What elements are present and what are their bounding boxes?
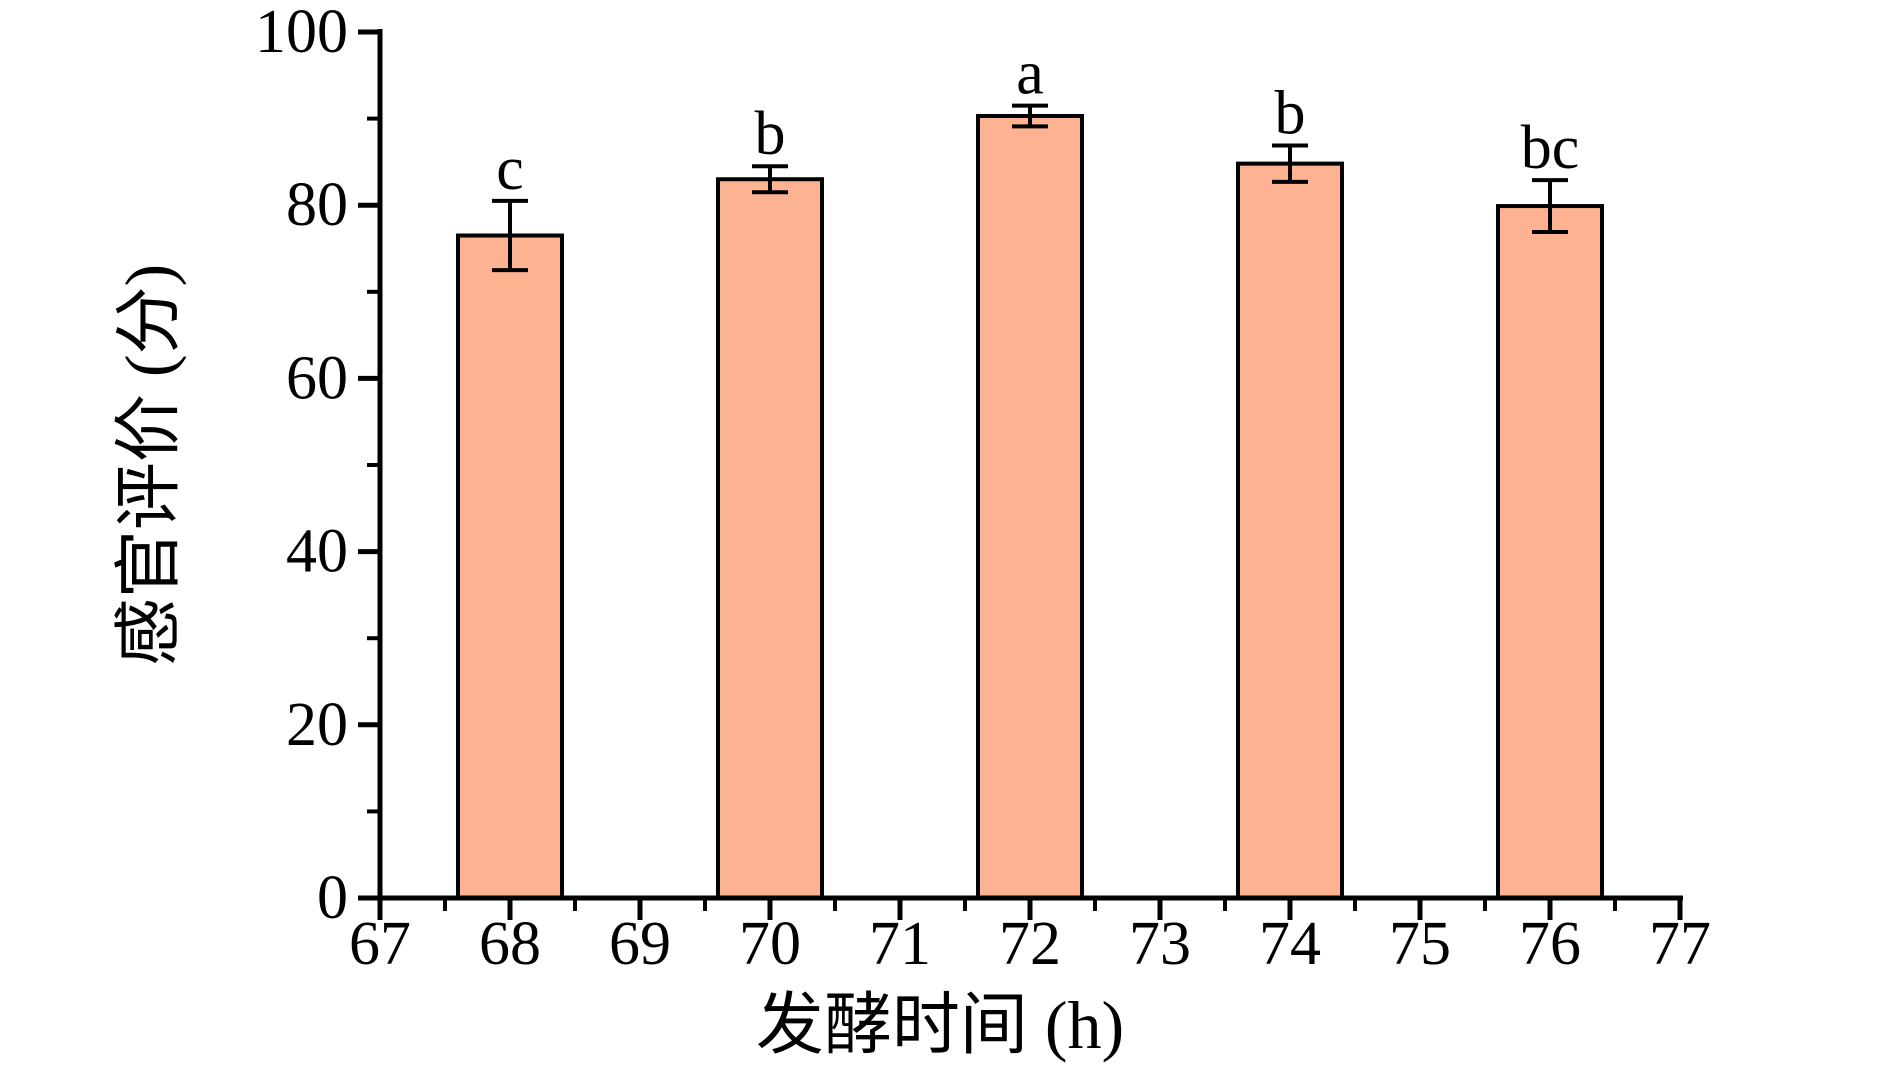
x-tick-label-77: 77	[1649, 910, 1711, 978]
bar-70h	[716, 177, 824, 901]
x-tick-label-70: 70	[739, 910, 801, 978]
plot-layer: c b a b bc 0 20 40 60 80 100 67 68 69 70 71 72 73 74 75 76 77	[255, 0, 1711, 978]
x-axis-title: 发酵时间 (h)	[756, 987, 1124, 1063]
bar-72h	[976, 114, 1084, 900]
x-tick-label-72: 72	[999, 910, 1061, 978]
significance-letter-74h: b	[1275, 79, 1306, 147]
x-tick-label-68: 68	[479, 910, 541, 978]
significance-letter-72h: a	[1016, 40, 1044, 108]
y-tick-label-80: 80	[286, 171, 348, 239]
y-tick-label-20: 20	[286, 691, 348, 759]
y-tick-label-100: 100	[255, 0, 348, 66]
y-tick-label-0: 0	[317, 864, 348, 932]
y-tick-label-60: 60	[286, 344, 348, 412]
bar-76h	[1496, 204, 1604, 901]
x-tick-label-71: 71	[869, 910, 931, 978]
y-axis-title: 感官评价 (分)	[111, 264, 187, 666]
y-tick-label-40: 40	[286, 518, 348, 586]
x-tick-label-75: 75	[1389, 910, 1451, 978]
x-tick-label-73: 73	[1129, 910, 1191, 978]
significance-letter-68h: c	[496, 135, 524, 203]
significance-letter-76h: bc	[1521, 114, 1580, 182]
x-tick-label-74: 74	[1259, 910, 1321, 978]
bar-74h	[1236, 161, 1344, 900]
x-tick-label-67: 67	[349, 910, 411, 978]
significance-letter-70h: b	[755, 100, 786, 168]
x-tick-label-76: 76	[1519, 910, 1581, 978]
x-tick-label-69: 69	[609, 910, 671, 978]
bar-68h	[456, 233, 564, 900]
